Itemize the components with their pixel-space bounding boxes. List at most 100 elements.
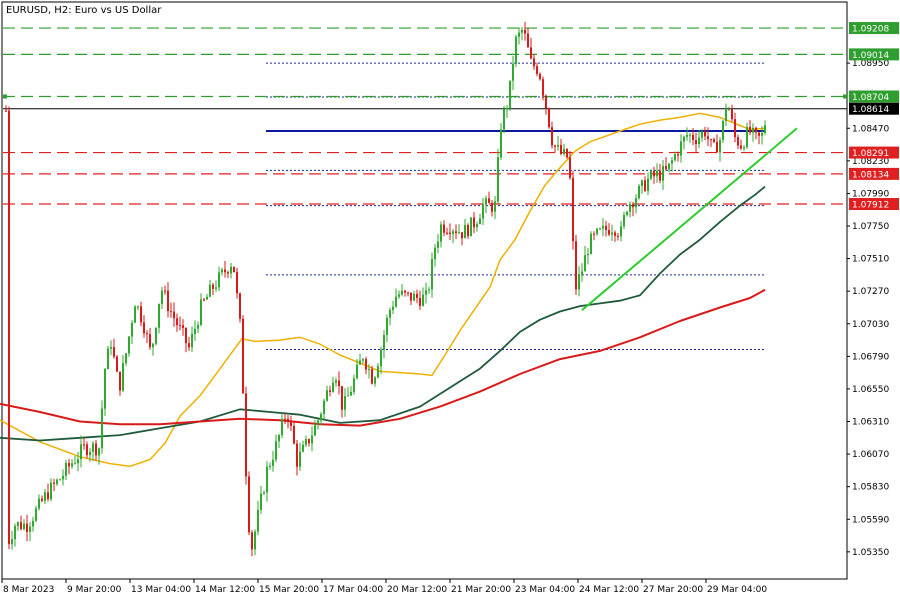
y-tick-label-10: 1.06310: [852, 418, 889, 428]
candle-body-205: [620, 226, 622, 237]
y-tick-label-0: 1.08950: [852, 59, 889, 69]
candle-body-80: [245, 393, 247, 477]
candle-body-243: [734, 119, 736, 138]
candle-body-99: [302, 444, 304, 452]
candle-body-6: [23, 523, 25, 530]
candle-body-26: [83, 444, 85, 446]
candle-body-194: [587, 253, 589, 256]
candle-body-216: [653, 170, 655, 177]
candle-body-193: [584, 255, 586, 272]
candle-body-153: [464, 224, 466, 239]
candle-body-111: [338, 380, 340, 387]
candle-body-1: [8, 110, 10, 545]
candle-body-37: [116, 356, 118, 372]
candle-body-34: [107, 348, 109, 370]
level-label-bg-3: [849, 146, 899, 159]
candle-body-2: [11, 539, 13, 545]
candle-body-67: [206, 296, 208, 300]
candle-body-52: [161, 290, 163, 304]
candle-body-112: [341, 386, 343, 410]
candle-body-125: [380, 349, 382, 367]
candle-body-123: [374, 377, 376, 384]
candle-body-83: [254, 531, 256, 550]
candle-body-94: [287, 418, 289, 421]
candle-body-90: [275, 441, 277, 460]
candle-body-20: [65, 462, 67, 476]
candle-body-105: [320, 414, 322, 421]
candle-body-25: [80, 444, 82, 460]
level-label-bg-5: [849, 198, 899, 211]
candle-body-45: [140, 306, 142, 323]
candle-body-62: [191, 333, 193, 348]
candle-body-183: [554, 145, 556, 147]
candle-body-131: [398, 294, 400, 297]
y-tick-label-3: 1.07990: [852, 189, 889, 199]
candle-body-175: [530, 47, 532, 59]
candle-body-247: [746, 126, 748, 148]
candle-body-174: [527, 33, 529, 48]
candle-body-36: [113, 347, 115, 357]
candle-body-97: [296, 443, 298, 467]
y-tick-label-5: 1.07510: [852, 255, 889, 265]
y-tick-label-12: 1.05830: [852, 483, 889, 493]
candle-body-149: [452, 231, 454, 235]
candle-body-208: [629, 204, 631, 212]
candle-body-163: [494, 201, 496, 212]
candle-body-127: [386, 317, 388, 336]
candle-body-109: [332, 382, 334, 392]
candle-body-44: [137, 306, 139, 308]
candle-body-77: [236, 272, 238, 294]
x-tick-label-1: 9 Mar 20:00: [67, 585, 122, 595]
candle-body-164: [497, 157, 499, 202]
candle-body-51: [158, 303, 160, 328]
candle-body-110: [335, 380, 337, 383]
candle-body-203: [614, 232, 616, 236]
candle-body-235: [710, 139, 712, 141]
candle-body-61: [188, 343, 190, 348]
candle-body-100: [305, 438, 307, 445]
candle-body-222: [671, 160, 673, 164]
candle-body-116: [353, 378, 355, 393]
candle-body-27: [86, 444, 88, 456]
candle-body-76: [233, 266, 235, 273]
candle-body-40: [125, 353, 127, 364]
candle-body-58: [179, 325, 181, 327]
candle-body-151: [458, 232, 460, 234]
candle-body-213: [644, 180, 646, 191]
x-tick-label-10: 27 Mar 20:00: [643, 585, 703, 595]
candle-body-60: [185, 327, 187, 344]
candle-body-167: [506, 107, 508, 110]
candle-body-75: [230, 266, 232, 274]
candle-body-195: [590, 233, 592, 254]
candle-body-9: [32, 520, 34, 527]
candle-body-225: [680, 141, 682, 156]
candle-body-132: [401, 290, 403, 295]
candle-body-135: [410, 292, 412, 301]
y-tick-label-14: 1.05350: [852, 548, 889, 558]
candle-body-168: [509, 80, 511, 108]
candle-body-17: [56, 479, 58, 484]
level-label-bg-2: [849, 90, 899, 103]
candle-body-239: [722, 120, 724, 140]
candle-body-55: [170, 311, 172, 313]
x-tick-label-6: 20 Mar 12:00: [387, 585, 447, 595]
y-tick-label-6: 1.07270: [852, 287, 889, 297]
candle-body-156: [473, 217, 475, 228]
candle-body-102: [311, 435, 313, 444]
candle-body-240: [725, 109, 727, 121]
candle-body-171: [518, 32, 520, 37]
candle-body-82: [251, 532, 253, 550]
candle-body-54: [167, 290, 169, 312]
candle-body-147: [446, 232, 448, 234]
candle-body-32: [101, 408, 103, 449]
candle-body-230: [695, 140, 697, 145]
candle-body-108: [329, 390, 331, 392]
candle-body-218: [659, 170, 661, 181]
current-price-label: 1.08614: [852, 105, 889, 115]
candle-body-95: [290, 420, 292, 426]
level-label-2: 1.08704: [852, 93, 889, 103]
candle-body-130: [395, 296, 397, 307]
candle-body-178: [539, 73, 541, 80]
level-label-bg-0: [849, 22, 899, 35]
